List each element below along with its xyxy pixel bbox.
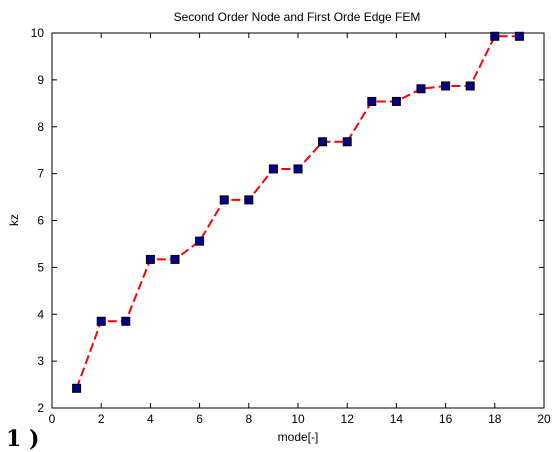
- figure-number-mark: 1 ): [6, 426, 40, 452]
- x-tick-label: 16: [439, 412, 453, 426]
- x-tick-label: 10: [291, 412, 305, 426]
- data-point-marker: [219, 195, 229, 205]
- data-point-marker: [145, 254, 155, 264]
- x-tick-label: 2: [98, 412, 105, 426]
- x-tick-labels: 0 2 4 6 8 10 12 14 16 18 20: [49, 412, 551, 426]
- y-tick-label: 3: [37, 354, 44, 368]
- data-point-marker: [318, 137, 328, 147]
- x-tick-label: 6: [196, 412, 203, 426]
- data-point-marker: [244, 195, 254, 205]
- x-axis-label: mode[-]: [278, 430, 319, 444]
- y-tick-labels: 2 3 4 5 6 7 8 9 10: [31, 26, 45, 415]
- data-point-marker: [268, 164, 278, 174]
- chart-title: Second Order Node and First Orde Edge FE…: [174, 10, 421, 24]
- x-tick-label: 14: [390, 412, 404, 426]
- data-point-marker: [342, 137, 352, 147]
- y-tick-label: 2: [37, 401, 44, 415]
- data-point-marker: [170, 254, 180, 264]
- data-point-marker: [465, 81, 475, 91]
- y-tick-label: 7: [37, 167, 44, 181]
- x-tick-label: 8: [245, 412, 252, 426]
- y-tick-label: 8: [37, 120, 44, 134]
- data-point-marker: [195, 236, 205, 246]
- data-point-marker: [96, 316, 106, 326]
- data-point-marker: [293, 164, 303, 174]
- axis-ticks: [51, 32, 545, 409]
- x-tick-label: 12: [341, 412, 355, 426]
- x-tick-label: 4: [147, 412, 154, 426]
- data-point-marker: [441, 81, 451, 91]
- y-axis-label: kz: [7, 214, 21, 226]
- series-markers: [72, 31, 524, 393]
- x-tick-label: 0: [49, 412, 56, 426]
- data-point-marker: [367, 96, 377, 106]
- y-tick-label: 6: [37, 214, 44, 228]
- data-point-marker: [514, 31, 524, 41]
- y-tick-label: 5: [37, 260, 44, 274]
- y-tick-label: 9: [37, 73, 44, 87]
- data-point-marker: [72, 383, 82, 393]
- plot-area: [51, 32, 545, 409]
- x-tick-label: 20: [537, 412, 551, 426]
- y-tick-label: 10: [31, 26, 45, 40]
- data-point-marker: [490, 31, 500, 41]
- data-point-marker: [391, 96, 401, 106]
- y-tick-label: 4: [37, 307, 44, 321]
- data-point-marker: [121, 316, 131, 326]
- x-tick-label: 18: [488, 412, 502, 426]
- data-point-marker: [416, 84, 426, 94]
